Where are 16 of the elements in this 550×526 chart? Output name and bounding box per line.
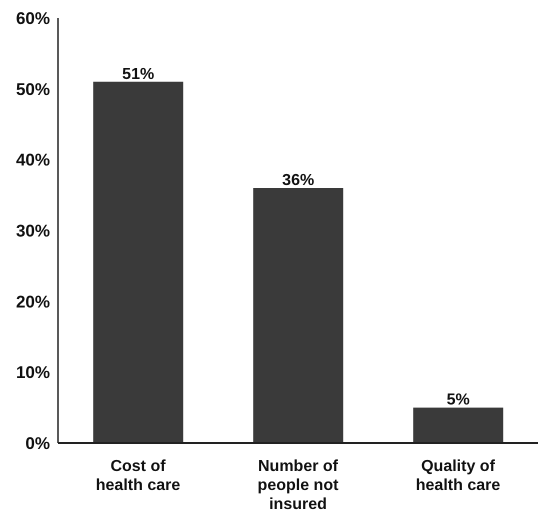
x-tick-label: Number of people not insured xyxy=(258,458,340,513)
y-tick-label: 60% xyxy=(16,9,50,28)
y-tick-label: 30% xyxy=(16,222,50,241)
x-tick-label: Cost of health care xyxy=(96,458,180,494)
data-label: 51% xyxy=(122,66,154,83)
y-tick-label: 40% xyxy=(16,150,50,170)
data-label: 36% xyxy=(282,172,314,189)
bar xyxy=(253,188,344,443)
y-tick-label: 10% xyxy=(16,363,50,382)
y-tick-label: 50% xyxy=(16,80,50,99)
bar xyxy=(93,82,184,443)
y-tick-label: 20% xyxy=(16,292,50,312)
bar xyxy=(413,408,504,443)
x-tick-label: Quality of health care xyxy=(416,458,500,494)
y-tick-label: 0% xyxy=(25,434,50,454)
data-label: 5% xyxy=(446,392,470,409)
